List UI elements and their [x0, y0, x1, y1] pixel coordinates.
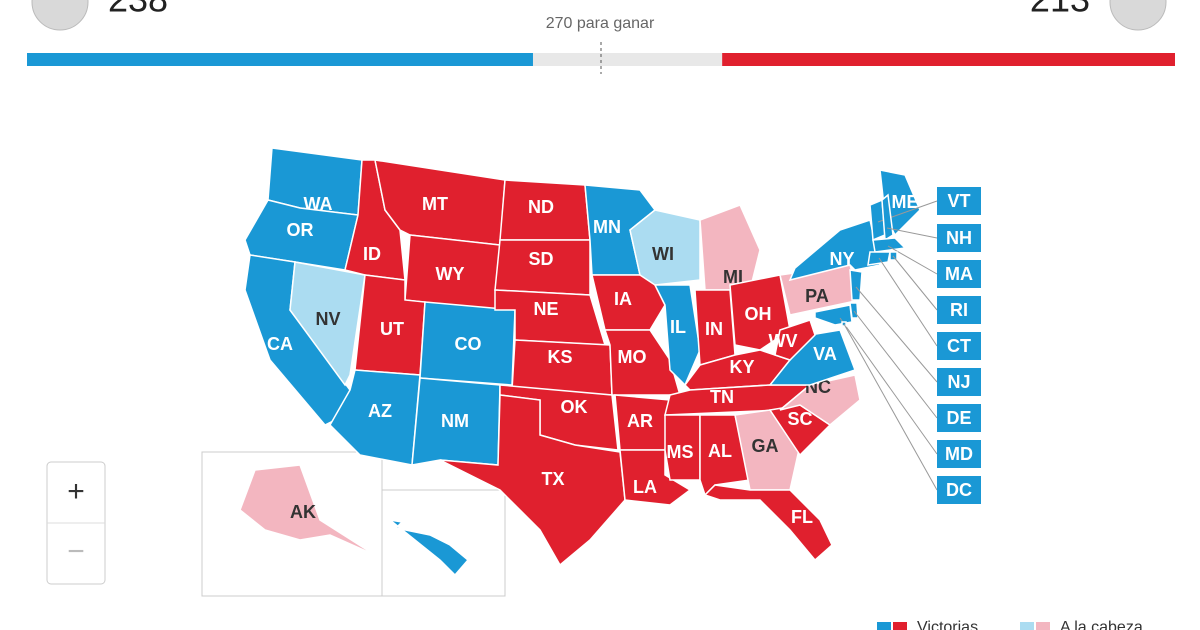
legend-label: Victorias	[917, 619, 978, 630]
state-label: CT	[947, 336, 971, 356]
candidate-photo	[1109, 0, 1167, 31]
state-label: SC	[787, 409, 812, 429]
state-label: NV	[315, 309, 340, 329]
legend-label: A la cabeza	[1060, 619, 1143, 630]
state-label: AZ	[368, 401, 392, 421]
state-label: MI	[723, 267, 743, 287]
state-label: MA	[945, 264, 973, 284]
votes-bar	[722, 53, 1175, 66]
state-label: ME	[892, 192, 919, 212]
state-tile	[937, 260, 981, 288]
leader-line	[853, 310, 938, 419]
state-label: MS	[667, 442, 694, 462]
state-label: AK	[290, 502, 316, 522]
state-label: ID	[363, 244, 381, 264]
state-label: PA	[805, 286, 829, 306]
state	[629, 209, 701, 286]
state-tile	[937, 368, 981, 396]
legend-swatch	[1020, 622, 1034, 630]
state-label: KY	[729, 357, 754, 377]
state-tile	[937, 187, 981, 215]
state	[872, 237, 907, 253]
state	[729, 274, 791, 351]
state-label: IA	[614, 289, 632, 309]
state-label: DC	[946, 480, 972, 500]
legend-swatch	[877, 622, 891, 630]
state-label: KS	[547, 347, 572, 367]
state-label: CA	[267, 334, 293, 354]
state-tile	[937, 224, 981, 252]
candidate-votes: 238	[108, 0, 168, 20]
leader-line	[887, 245, 938, 275]
zoom-in[interactable]: +	[67, 475, 85, 508]
state-label: WV	[769, 331, 798, 351]
state-tile	[937, 476, 981, 504]
state-label: UT	[380, 319, 404, 339]
leader-line	[843, 323, 938, 491]
state-label: WI	[652, 244, 674, 264]
state-label: CO	[455, 334, 482, 354]
state-label: DE	[946, 408, 971, 428]
state-label: NH	[946, 228, 972, 248]
state-label: SD	[528, 249, 553, 269]
state	[387, 518, 470, 577]
votes-bar	[27, 53, 533, 66]
zoom-out[interactable]: −	[67, 535, 85, 568]
state-label: FL	[791, 507, 813, 527]
candidate-photo	[31, 0, 89, 31]
threshold-label: 270 para ganar	[546, 15, 655, 32]
state-label: HI	[411, 552, 429, 572]
state	[703, 484, 833, 562]
state-label: OR	[287, 220, 314, 240]
state-label: VA	[813, 344, 837, 364]
state	[439, 394, 626, 567]
state-label: MO	[618, 347, 647, 367]
legend-swatch	[1036, 622, 1050, 630]
state-label: AL	[708, 441, 732, 461]
state-label: IL	[670, 317, 686, 337]
state-label: MN	[593, 217, 621, 237]
state-label: MD	[945, 444, 973, 464]
state	[239, 464, 376, 556]
candidate-votes: 213	[1030, 0, 1090, 20]
state-label: VT	[947, 191, 970, 211]
state	[849, 269, 863, 301]
state-label: TN	[710, 387, 734, 407]
state-tile	[937, 404, 981, 432]
leader-line	[878, 257, 938, 347]
state-label: NE	[533, 299, 558, 319]
state-label: NY	[829, 249, 854, 269]
leader-line	[892, 255, 938, 311]
state-label: OH	[745, 304, 772, 324]
state-label: NM	[441, 411, 469, 431]
state-label: OK	[561, 397, 588, 417]
state-tile	[937, 332, 981, 360]
state-tile	[937, 440, 981, 468]
state-label: RI	[950, 300, 968, 320]
state-label: ND	[528, 197, 554, 217]
state	[664, 414, 701, 481]
state-label: TX	[541, 469, 564, 489]
state	[603, 329, 681, 396]
leader-line	[839, 317, 938, 455]
state-tile	[937, 296, 981, 324]
state-label: IN	[705, 319, 723, 339]
state	[788, 219, 881, 282]
state	[699, 204, 761, 291]
state-label: GA	[752, 436, 779, 456]
legend-swatch	[893, 622, 907, 630]
leader-line	[886, 227, 938, 239]
leader-line	[855, 286, 938, 383]
state-label: LA	[633, 477, 657, 497]
state-label: AR	[627, 411, 653, 431]
state-label: MT	[422, 194, 448, 214]
state	[774, 319, 816, 361]
state-label: WY	[436, 264, 465, 284]
state-label: NJ	[947, 372, 970, 392]
